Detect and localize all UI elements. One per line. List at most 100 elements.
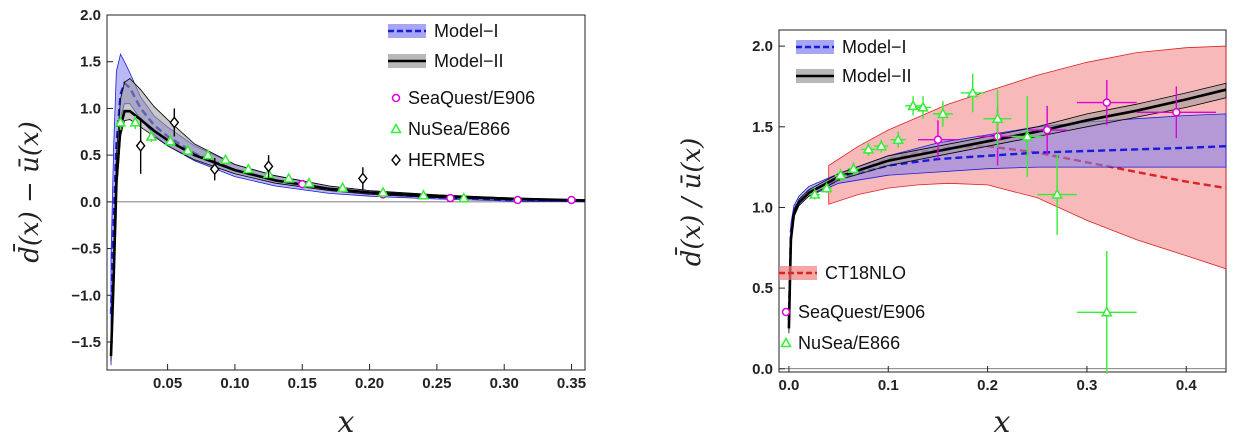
legend-entry: Model−I — [388, 21, 499, 41]
legend-marker — [390, 122, 402, 134]
legend-label: CT18NLO — [825, 263, 906, 283]
y-tick-label: 1.5 — [80, 54, 101, 71]
legend-label: SeaQuest/E906 — [798, 302, 925, 322]
legend-marker — [781, 307, 791, 317]
legend-entry: Model−II — [388, 51, 504, 71]
point-SeaQuest/E906 — [567, 195, 576, 205]
legend-label: HERMES — [408, 150, 485, 170]
point-SeaQuest/E906 — [1102, 98, 1112, 107]
point-NuSea/E866 — [458, 192, 470, 203]
point-HERMES — [169, 116, 180, 129]
y-tick-label: −1.0 — [71, 287, 101, 304]
legend-label: Model−I — [842, 37, 907, 57]
legend-entry: Model−I — [796, 37, 907, 57]
legend-entry: NuSea/E866 — [780, 333, 900, 353]
y-axis-label: d̄(x) − ū(x) — [12, 121, 45, 263]
point-NuSea/E866 — [182, 144, 194, 155]
legend-entry: HERMES — [391, 150, 485, 170]
y-tick-label: 1.5 — [752, 119, 773, 136]
point-SeaQuest/E906 — [513, 195, 522, 205]
point-NuSea/E866 — [242, 163, 255, 174]
point-NuSea/E866 — [820, 182, 833, 193]
x-tick-label: 0.0 — [779, 377, 800, 394]
left-panel-difference: 0.05 0.10 0.15 0.20 0.25 0.30 0.35 −1.5 −1.0 −0.5… — [12, 7, 586, 440]
point-NuSea/E866 — [164, 135, 177, 146]
legend-label: SeaQuest/E906 — [408, 88, 535, 108]
point-NuSea/E866 — [303, 177, 315, 188]
point-NuSea/E866 — [875, 140, 888, 151]
point-HERMES — [209, 163, 220, 176]
y-tick-label: 1.0 — [752, 199, 773, 216]
point-HERMES — [135, 139, 146, 152]
legend-entry: CT18NLO — [779, 263, 906, 283]
x-tick-label: 0.25 — [422, 375, 451, 392]
point-NuSea/E866 — [129, 116, 142, 127]
x-tick-label: 0.4 — [1176, 377, 1198, 394]
x-tick-label: 0.1 — [878, 377, 899, 394]
x-tick-label: 0.3 — [1077, 377, 1098, 394]
legend-label: NuSea/E866 — [798, 333, 900, 353]
point-NuSea/E866 — [862, 143, 875, 154]
point-HERMES — [263, 160, 274, 173]
right-panel-ratio: 0.0 0.1 0.2 0.3 0.4 0.0 0.5 1.0 1.5 2.0 Model−I Mod… — [674, 29, 1227, 440]
point-NuSea/E866 — [219, 153, 232, 165]
point-NuSea/E866 — [892, 133, 904, 144]
point-NuSea/E866 — [202, 149, 214, 160]
point-NuSea/E866 — [417, 189, 430, 200]
legend-marker — [391, 93, 401, 103]
y-tick-label: 2.0 — [80, 7, 101, 24]
legend-entry: SeaQuest/E906 — [391, 88, 535, 108]
point-SeaQuest/E906 — [1042, 125, 1052, 135]
point-NuSea/E866 — [377, 186, 389, 197]
point-NuSea/E866 — [937, 107, 949, 119]
y-tick-label: 0.0 — [752, 361, 773, 378]
point-SeaQuest/E906 — [446, 193, 455, 203]
y-tick-label: 1.0 — [80, 100, 101, 117]
point-HERMES — [357, 172, 368, 185]
point-NuSea/E866 — [1101, 306, 1113, 317]
point-NuSea/E866 — [808, 188, 821, 199]
point-NuSea/E866 — [282, 172, 295, 183]
x-tick-label: 0.05 — [153, 375, 182, 392]
x-tick-label: 0.2 — [977, 377, 998, 394]
legend-label: NuSea/E866 — [408, 119, 510, 139]
x-tick-label: 0.20 — [355, 375, 384, 392]
point-NuSea/E866 — [917, 101, 929, 112]
point-NuSea/E866 — [1021, 130, 1034, 141]
legend-marker — [780, 336, 792, 348]
plot-frame — [106, 14, 586, 371]
point-NuSea/E866 — [966, 86, 979, 98]
point-NuSea/E866 — [336, 181, 349, 193]
y-tick-label: −1.5 — [71, 334, 101, 351]
legend-marker — [391, 153, 401, 167]
y-tick-label: 0.0 — [80, 194, 101, 211]
point-NuSea/E866 — [1051, 188, 1063, 199]
x-tick-label: 0.15 — [288, 375, 317, 392]
point-NuSea/E866 — [991, 112, 1004, 123]
point-SeaQuest/E906 — [1172, 108, 1181, 117]
band-Model−II — [788, 82, 1227, 334]
legend-entry: NuSea/E866 — [390, 119, 510, 139]
point-NuSea/E866 — [145, 130, 158, 141]
x-tick-label: 0.35 — [557, 375, 586, 392]
legend-label: Model−I — [434, 21, 499, 41]
y-tick-label: 0.5 — [752, 280, 773, 297]
legend-entry: Model−II — [796, 66, 912, 86]
point-NuSea/E866 — [834, 169, 847, 180]
curve-Model−II — [787, 88, 1227, 329]
band-Model−II — [110, 77, 586, 361]
x-axis-label: x — [338, 405, 355, 440]
y-tick-label: 0.5 — [80, 147, 101, 164]
point-NuSea/E866 — [847, 162, 860, 173]
legend-label: Model−II — [434, 51, 504, 71]
point-SeaQuest/E906 — [933, 135, 943, 144]
point-NuSea/E866 — [114, 116, 127, 127]
curve-Model−II — [109, 109, 586, 357]
y-tick-label: −0.5 — [71, 241, 101, 258]
legend-label: Model−II — [842, 66, 912, 86]
x-tick-label: 0.10 — [220, 375, 249, 392]
x-axis-label: x — [994, 405, 1011, 440]
y-axis-label: d̄(x) / ū(x) — [674, 138, 707, 267]
x-tick-label: 0.30 — [490, 375, 519, 392]
